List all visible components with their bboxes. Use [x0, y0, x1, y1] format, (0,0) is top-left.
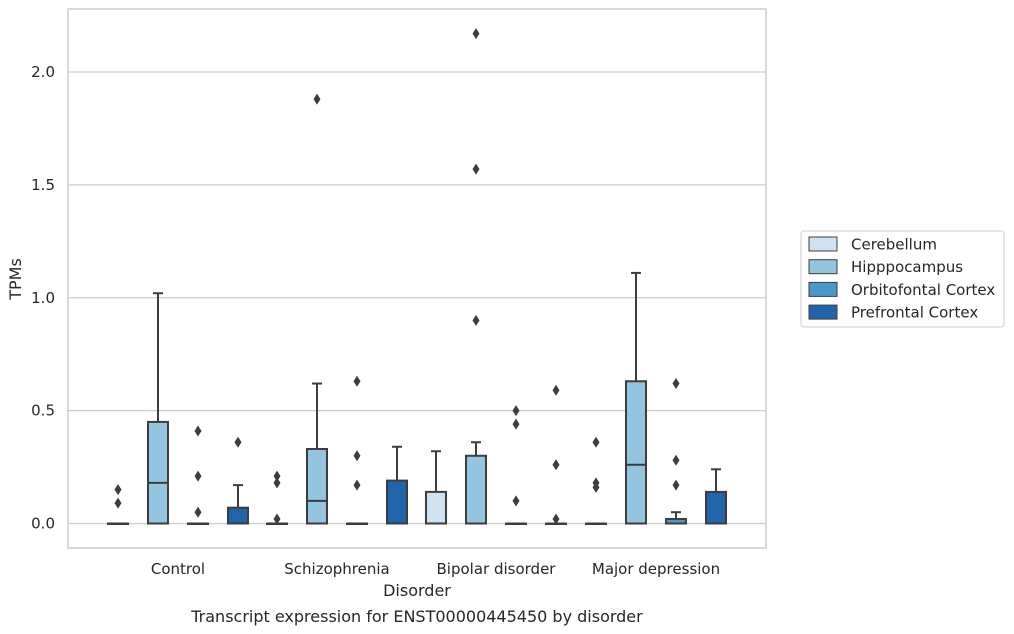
- box-group: [705, 468, 727, 525]
- gridlines: [68, 71, 766, 525]
- outlier-point: [273, 470, 281, 482]
- plot-frame: [67, 8, 767, 549]
- plot-boxes: [107, 28, 727, 525]
- legend: Cerebellum Hipppocampus Orbitofontal Corte…: [800, 230, 1005, 328]
- outlier-point: [194, 506, 202, 518]
- x-axis-title: Disorder: [383, 581, 451, 600]
- box-group: [187, 425, 209, 525]
- x-tick-labels: Control Schizophrenia Bipolar disorder Majo…: [151, 560, 720, 578]
- y-tick-label: 1.5: [31, 176, 55, 194]
- box: [386, 479, 408, 525]
- outlier-point: [472, 314, 480, 326]
- legend-label: Hipppocampus: [851, 258, 963, 276]
- box-group: [386, 445, 408, 525]
- y-tick-label: 1.0: [31, 289, 55, 307]
- x-tick-label: Bipolar disorder: [437, 560, 557, 578]
- outlier-point: [353, 450, 361, 462]
- outlier-point: [512, 418, 520, 430]
- legend-swatch: [808, 259, 838, 275]
- box: [625, 380, 647, 525]
- outlier-point: [353, 375, 361, 387]
- legend-swatch: [808, 281, 838, 297]
- y-tick-label: 2.0: [31, 63, 55, 81]
- outlier-point: [114, 497, 122, 509]
- outlier-point: [552, 384, 560, 396]
- outlier-point: [512, 405, 520, 417]
- box-group: [465, 28, 487, 525]
- legend-swatch: [808, 304, 838, 320]
- box-group: [306, 93, 328, 525]
- box: [425, 490, 447, 525]
- legend-frame: [800, 230, 1005, 328]
- box-group: [147, 292, 169, 525]
- box-group: [665, 378, 687, 525]
- outlier-point: [512, 495, 520, 507]
- outlier-point: [472, 28, 480, 40]
- x-tick-label: Schizophrenia: [284, 560, 389, 578]
- box: [306, 448, 328, 525]
- box-group: [107, 484, 129, 525]
- y-tick-label: 0.0: [31, 515, 55, 533]
- outlier-point: [114, 484, 122, 496]
- box: [465, 454, 487, 525]
- x-tick-label: Control: [151, 560, 205, 578]
- y-tick-label: 0.5: [31, 402, 55, 420]
- outlier-point: [672, 479, 680, 491]
- box-group: [227, 436, 249, 525]
- legend-label: Cerebellum: [851, 236, 937, 254]
- outlier-point: [472, 163, 480, 175]
- y-axis-title: TPMs: [6, 258, 25, 301]
- box: [705, 490, 727, 525]
- outlier-point: [592, 436, 600, 448]
- box-group: [505, 405, 527, 525]
- outlier-point: [313, 93, 321, 105]
- legend-label: Prefrontal Cortex: [851, 304, 978, 322]
- outlier-point: [672, 454, 680, 466]
- outlier-point: [234, 436, 242, 448]
- box-group: [425, 450, 447, 525]
- x-tick-label: Major depression: [592, 560, 720, 578]
- outlier-point: [592, 481, 600, 493]
- box-group: [585, 436, 607, 525]
- box-group: [346, 375, 368, 525]
- outlier-point: [273, 513, 281, 525]
- outlier-point: [273, 477, 281, 489]
- legend-label: Orbitofontal Cortex: [851, 281, 995, 299]
- outlier-point: [194, 425, 202, 437]
- box-group: [545, 384, 567, 525]
- outlier-point: [353, 479, 361, 491]
- outlier-point: [194, 470, 202, 482]
- box: [227, 506, 249, 525]
- legend-swatch: [808, 236, 838, 252]
- box-group: [266, 470, 288, 525]
- outlier-point: [552, 459, 560, 471]
- outlier-point: [552, 513, 560, 525]
- chart-caption: Transcript expression for ENST0000044545…: [190, 607, 643, 626]
- box: [147, 420, 169, 525]
- box-group: [625, 271, 647, 525]
- outlier-point: [672, 378, 680, 390]
- y-tick-labels: 0.0 0.5 1.0 1.5 2.0: [31, 63, 55, 533]
